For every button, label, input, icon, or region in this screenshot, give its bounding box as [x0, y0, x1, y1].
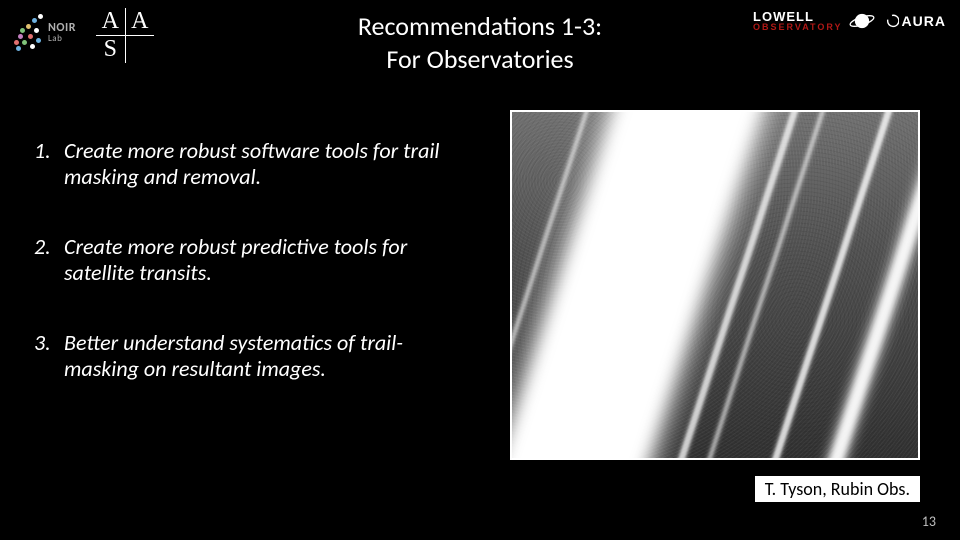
noirlab-logo: NOIR Lab [14, 8, 84, 56]
recommendation-text: Create more robust software tools for tr… [64, 138, 464, 190]
aas-letter: A [96, 8, 125, 35]
recommendation-item: 1.Create more robust software tools for … [34, 138, 464, 190]
recommendation-number: 2. [34, 234, 64, 286]
logos-left: NOIR Lab A A S [14, 8, 154, 56]
aura-logo: AURA [885, 13, 946, 29]
recommendation-number: 3. [34, 330, 64, 382]
recommendation-item: 3.Better understand systematics of trail… [34, 330, 464, 382]
slide-header: NOIR Lab A A S LOWELL OBSERVATORY [0, 0, 960, 78]
aas-letter: A [126, 8, 155, 35]
noirlab-dots [14, 10, 44, 54]
noirlab-sublabel: Lab [48, 34, 76, 43]
image-credit: T. Tyson, Rubin Obs. [755, 476, 920, 502]
page-number: 13 [922, 513, 936, 530]
logos-right: LOWELL OBSERVATORY AURA [753, 8, 946, 34]
recommendation-text: Better understand systematics of trail-m… [64, 330, 464, 382]
aas-letter: S [96, 36, 125, 63]
recommendation-number: 1. [34, 138, 64, 190]
recommendations-list: 1.Create more robust software tools for … [34, 138, 464, 426]
recommendation-text: Create more robust predictive tools for … [64, 234, 464, 286]
aura-text: AURA [902, 13, 946, 29]
planet-icon [849, 8, 875, 34]
recommendation-item: 2.Create more robust predictive tools fo… [34, 234, 464, 286]
swirl-icon [885, 14, 899, 28]
aas-logo: A A S [96, 8, 154, 56]
lowell-logo: LOWELL OBSERVATORY [753, 8, 875, 34]
satellite-trail-image [510, 110, 920, 460]
lowell-line2: OBSERVATORY [753, 23, 843, 31]
